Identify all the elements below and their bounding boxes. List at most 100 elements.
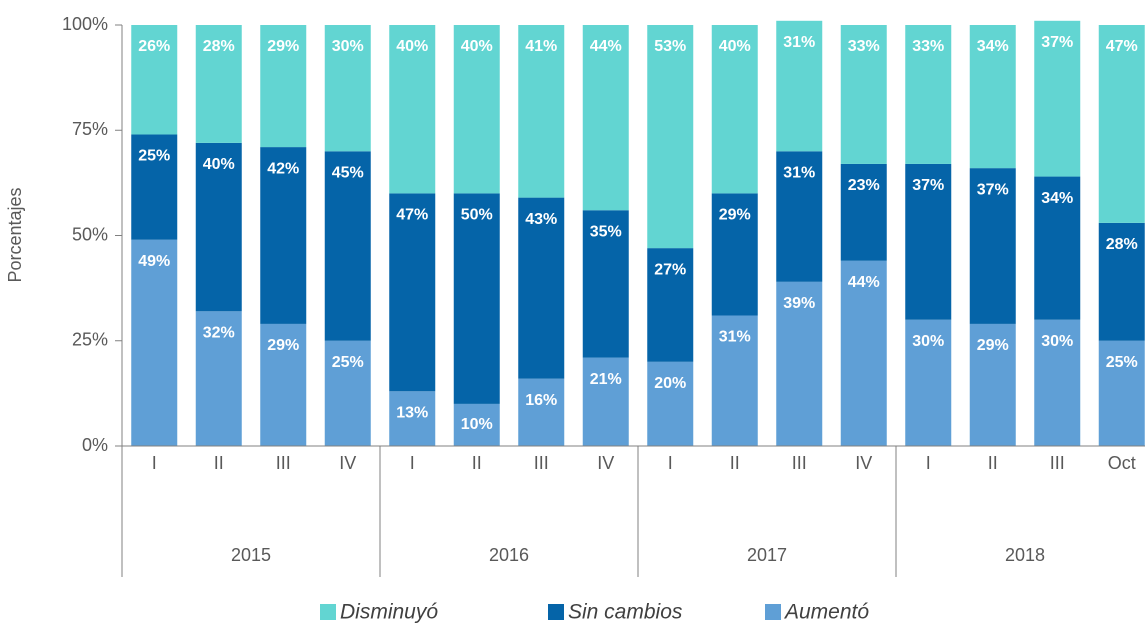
- x-tick-label: IV: [855, 453, 872, 473]
- value-label: 37%: [912, 177, 944, 194]
- y-tick-label: 75%: [72, 119, 108, 139]
- bar-segment: [324, 25, 371, 152]
- value-label: 27%: [654, 261, 686, 278]
- bar-segment: [969, 323, 1016, 446]
- bar-segment: [840, 260, 887, 446]
- bar-segment: [647, 361, 694, 446]
- x-tick-label: III: [1050, 453, 1065, 473]
- value-label: 31%: [783, 34, 815, 51]
- x-tick-label: I: [926, 453, 931, 473]
- legend-swatch: [548, 604, 564, 620]
- value-label: 35%: [590, 223, 622, 240]
- bar-segment: [905, 319, 952, 446]
- value-label: 26%: [138, 38, 170, 55]
- group-label: 2018: [1005, 545, 1045, 565]
- value-label: 29%: [977, 337, 1009, 354]
- x-tick-label: II: [988, 453, 998, 473]
- value-label: 37%: [977, 181, 1009, 198]
- bar-segment: [131, 239, 178, 446]
- bar-segment: [776, 151, 823, 282]
- group-label: 2015: [231, 545, 271, 565]
- bar-segment: [1098, 340, 1145, 446]
- bar-segment: [776, 281, 823, 446]
- bar-segment: [324, 151, 371, 341]
- bar-segment: [969, 168, 1016, 324]
- y-tick-label: 25%: [72, 330, 108, 350]
- legend-label: Aumentó: [783, 601, 869, 624]
- bar-segment: [260, 147, 307, 324]
- bar-segment: [647, 25, 694, 249]
- value-label: 45%: [332, 165, 364, 182]
- bar-segment: [453, 193, 500, 404]
- bar-segment: [389, 193, 436, 392]
- bar-segment: [389, 25, 436, 194]
- x-tick-label: I: [668, 453, 673, 473]
- value-label: 50%: [461, 207, 493, 224]
- value-label: 10%: [461, 416, 493, 433]
- value-label: 30%: [332, 38, 364, 55]
- x-tick-label: IV: [339, 453, 356, 473]
- value-label: 30%: [912, 333, 944, 350]
- group-label: 2017: [747, 545, 787, 565]
- value-label: 40%: [461, 38, 493, 55]
- value-label: 53%: [654, 38, 686, 55]
- y-tick-label: 0%: [82, 435, 108, 455]
- value-label: 33%: [848, 38, 880, 55]
- value-label: 33%: [912, 38, 944, 55]
- value-label: 34%: [1041, 190, 1073, 207]
- value-label: 25%: [138, 148, 170, 165]
- x-tick-label: Oct: [1108, 453, 1136, 473]
- bar-segment: [453, 25, 500, 194]
- bar-segment: [324, 340, 371, 446]
- bar-segment: [582, 357, 629, 446]
- legend-label: Disminuyó: [340, 601, 438, 624]
- bar-segment: [195, 25, 242, 143]
- bar-segment: [453, 403, 500, 446]
- value-label: 31%: [719, 329, 751, 346]
- legend-swatch: [765, 604, 781, 620]
- value-label: 40%: [203, 156, 235, 173]
- value-label: 41%: [525, 38, 557, 55]
- x-tick-label: II: [472, 453, 482, 473]
- bar-segment: [389, 391, 436, 446]
- bar-segment: [647, 248, 694, 362]
- bar-segment: [905, 163, 952, 320]
- bar-segment: [1034, 176, 1081, 320]
- bar-segment: [131, 134, 178, 240]
- bar-segment: [711, 315, 758, 446]
- value-label: 47%: [396, 207, 428, 224]
- bar-segment: [840, 163, 887, 261]
- value-label: 44%: [590, 38, 622, 55]
- x-tick-label: II: [730, 453, 740, 473]
- bar-segment: [711, 25, 758, 194]
- value-label: 30%: [1041, 333, 1073, 350]
- bar-segment: [518, 25, 565, 198]
- x-tick-label: I: [410, 453, 415, 473]
- bar-segment: [518, 197, 565, 379]
- value-label: 37%: [1041, 34, 1073, 51]
- value-label: 34%: [977, 38, 1009, 55]
- value-label: 31%: [783, 165, 815, 182]
- value-label: 40%: [719, 38, 751, 55]
- group-label: 2016: [489, 545, 529, 565]
- bar-segment: [1098, 25, 1145, 223]
- bar-segment: [582, 25, 629, 211]
- value-label: 20%: [654, 375, 686, 392]
- value-label: 47%: [1106, 38, 1138, 55]
- value-label: 29%: [719, 207, 751, 224]
- bar-segment: [1098, 222, 1145, 341]
- value-label: 32%: [203, 324, 235, 341]
- bar-segment: [905, 25, 952, 164]
- x-tick-label: III: [534, 453, 549, 473]
- value-label: 39%: [783, 295, 815, 312]
- bar-segment: [840, 25, 887, 164]
- legend-label: Sin cambios: [568, 601, 683, 624]
- bar-segment: [195, 311, 242, 446]
- value-label: 28%: [1106, 236, 1138, 253]
- value-label: 44%: [848, 274, 880, 291]
- y-axis-label: Porcentajes: [5, 187, 25, 282]
- bar-segment: [969, 25, 1016, 169]
- x-tick-label: III: [792, 453, 807, 473]
- value-label: 25%: [332, 354, 364, 371]
